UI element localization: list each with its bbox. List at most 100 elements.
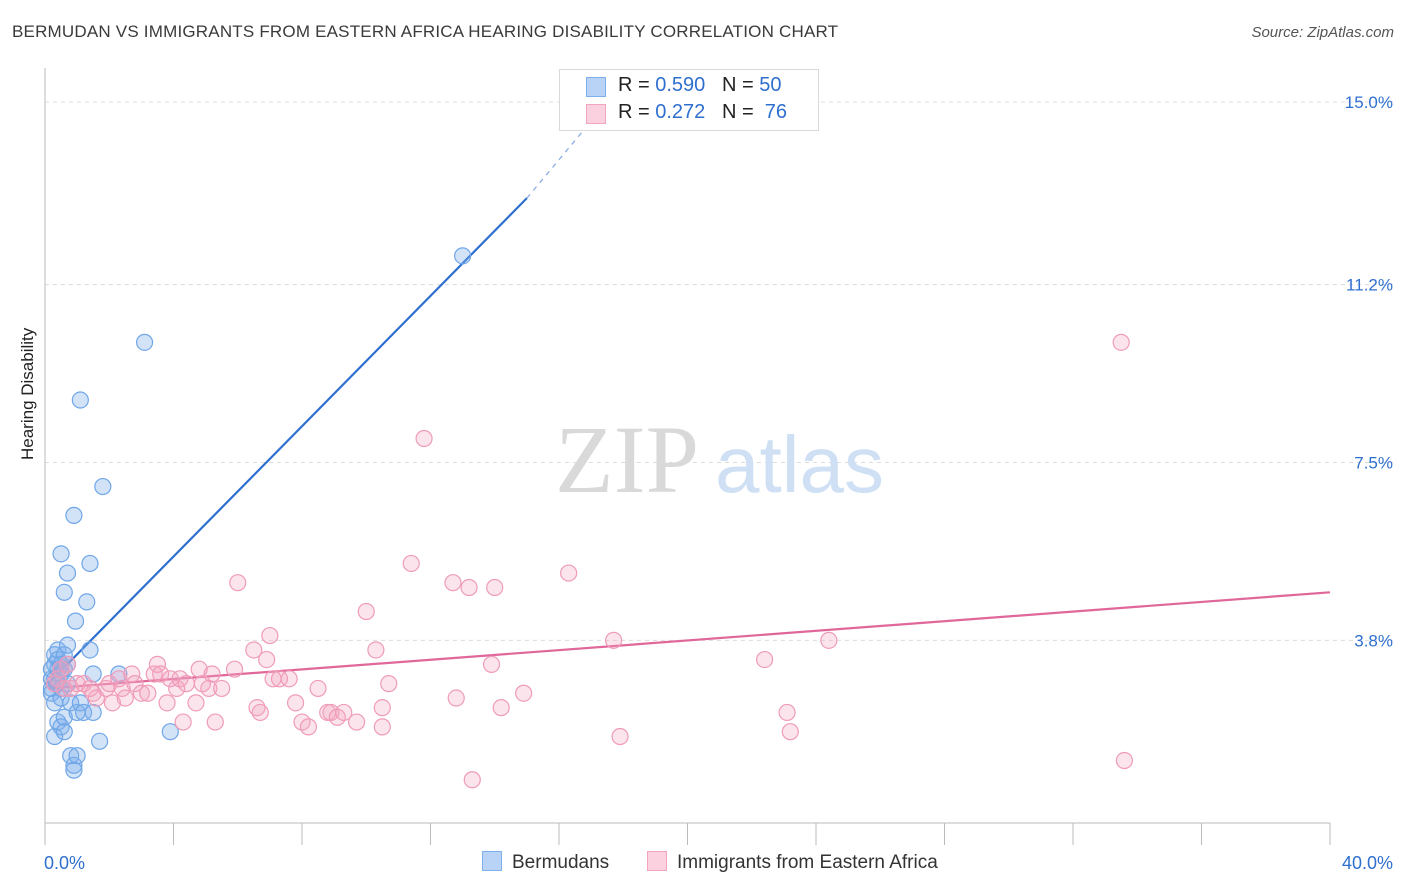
y-tick-label-2: 11.2% [1346,276,1393,295]
point-immigrants-61 [402,554,420,573]
point-immigrants-0 [46,675,64,693]
point-immigrants-39 [245,641,263,659]
point-immigrants-45 [270,670,289,688]
legend-text-bermudans: R = 0.590 N = 50 [618,74,782,96]
watermark-zip: ZIP [555,406,699,513]
point-bermudans-31 [65,506,83,524]
point-immigrants-65 [460,578,478,597]
point-immigrants-21 [145,665,163,683]
point-bermudans-21 [55,646,73,664]
point-bermudans-29 [62,694,80,712]
point-immigrants-33 [200,679,218,698]
point-immigrants-59 [373,718,391,736]
tick-labels: 3.8% 7.5% 11.2% 15.0% 0.0% 40.0% [44,93,1393,873]
point-bermudans-32 [65,756,83,774]
point-immigrants-78 [1112,333,1130,351]
point-bermudans-36 [68,747,86,765]
point-bermudans-19 [52,718,70,736]
point-bermudans-37 [71,391,89,409]
point-immigrants-12 [100,675,118,693]
point-immigrants-35 [206,713,224,731]
point-immigrants-57 [367,641,385,659]
point-bermudans-33 [65,761,83,779]
point-bermudans-23 [55,708,73,726]
point-bermudans-4 [46,646,64,664]
point-immigrants-3 [55,679,73,698]
point-immigrants-24 [158,694,176,712]
point-immigrants-36 [213,679,231,698]
point-bermudans-26 [58,636,77,654]
point-immigrants-14 [110,670,128,688]
point-bermudans-50 [454,247,472,265]
point-immigrants-19 [132,684,150,702]
point-immigrants-15 [113,679,131,698]
point-immigrants-55 [348,713,366,731]
y-tick-label-0: 3.8% [1354,631,1393,650]
trend-line-bermudans [47,197,528,685]
point-bermudans-40 [78,593,96,611]
point-immigrants-18 [126,675,144,693]
trend-line-immigrants [48,591,1331,690]
point-immigrants-76 [781,723,799,741]
point-immigrants-28 [174,713,192,731]
point-bermudans-45 [91,732,109,750]
point-immigrants-13 [103,694,122,712]
point-bermudans-39 [74,703,93,722]
point-immigrants-56 [357,602,375,621]
legend-text-immigrants: R = 0.272 N = 76 [618,101,788,123]
legend-swatch-bermudans [586,77,606,97]
trend-lines [47,101,1331,690]
point-bermudans-30 [62,747,80,765]
bottom-legend-swatch-immigrants [647,851,667,871]
axes [44,68,1331,845]
watermark-atlas: atlas [715,420,884,509]
point-immigrants-17 [123,665,141,683]
point-bermudans-42 [81,641,99,659]
bottom-legend-bermudans: Bermudans [482,851,609,874]
y-tick-label-1: 7.5% [1354,454,1393,473]
point-immigrants-43 [261,626,279,645]
point-immigrants-67 [482,655,501,673]
point-immigrants-34 [203,665,221,683]
point-immigrants-64 [447,689,465,707]
point-immigrants-22 [148,655,167,673]
point-immigrants-69 [492,699,510,717]
bottom-legend-swatch-bermudans [482,851,502,871]
x-tick-label-1: 40.0% [1342,853,1393,873]
point-immigrants-25 [161,670,179,688]
point-immigrants-16 [116,689,134,707]
point-immigrants-79 [1115,751,1134,770]
bottom-legend-immigrants: Immigrants from Eastern Africa [647,851,938,874]
point-immigrants-77 [820,631,838,649]
point-immigrants-58 [373,699,391,717]
point-immigrants-46 [280,670,298,688]
legend-swatch-immigrants [586,104,606,124]
point-bermudans-24 [55,723,73,741]
source-label: Source: ZipAtlas.com [1251,24,1394,41]
point-immigrants-9 [84,684,102,702]
point-immigrants-50 [309,679,327,698]
point-bermudans-46 [94,477,112,496]
point-immigrants-20 [139,684,157,702]
data-points [42,247,1134,789]
y-tick-label-3: 15.0% [1345,93,1393,112]
point-immigrants-54 [335,703,353,722]
point-immigrants-1 [49,670,67,688]
point-bermudans-20 [55,583,73,601]
point-immigrants-38 [229,574,247,592]
bottom-legend-label-immigrants: Immigrants from Eastern Africa [677,852,938,873]
point-immigrants-62 [415,429,433,448]
bottom-legend-label-bermudans: Bermudans [512,852,610,873]
point-bermudans-1 [42,660,61,678]
point-immigrants-63 [444,574,462,592]
point-bermudans-14 [52,545,70,563]
point-immigrants-66 [463,771,481,789]
point-immigrants-26 [168,679,186,698]
point-bermudans-8 [46,727,64,746]
point-immigrants-41 [251,703,269,722]
point-immigrants-49 [299,718,318,736]
point-bermudans-49 [161,723,179,741]
point-immigrants-23 [152,665,170,683]
point-immigrants-71 [560,564,578,582]
point-immigrants-74 [755,650,774,669]
